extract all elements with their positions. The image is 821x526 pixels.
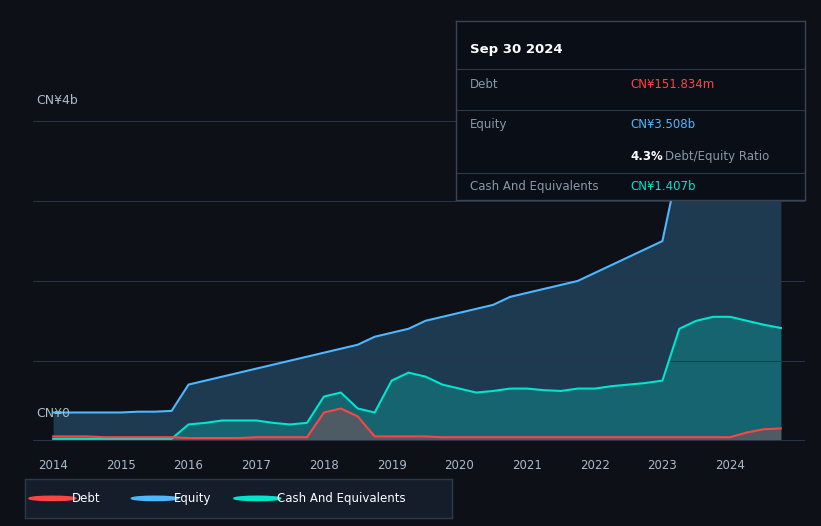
- Text: Debt: Debt: [71, 492, 100, 505]
- Text: CN¥4b: CN¥4b: [37, 95, 79, 107]
- Text: Sep 30 2024: Sep 30 2024: [470, 43, 562, 56]
- Text: Equity: Equity: [174, 492, 212, 505]
- Circle shape: [234, 496, 281, 501]
- Circle shape: [131, 496, 178, 501]
- Text: Cash And Equivalents: Cash And Equivalents: [277, 492, 405, 505]
- Text: Debt: Debt: [470, 78, 498, 92]
- Text: Equity: Equity: [470, 118, 507, 130]
- Circle shape: [29, 496, 76, 501]
- Text: CN¥151.834m: CN¥151.834m: [631, 78, 714, 92]
- Text: CN¥1.407b: CN¥1.407b: [631, 180, 695, 193]
- Text: CN¥3.508b: CN¥3.508b: [631, 118, 695, 130]
- Text: CN¥0: CN¥0: [37, 407, 71, 420]
- Text: 4.3%: 4.3%: [631, 150, 663, 163]
- Text: Cash And Equivalents: Cash And Equivalents: [470, 180, 599, 193]
- Text: Debt/Equity Ratio: Debt/Equity Ratio: [665, 150, 769, 163]
